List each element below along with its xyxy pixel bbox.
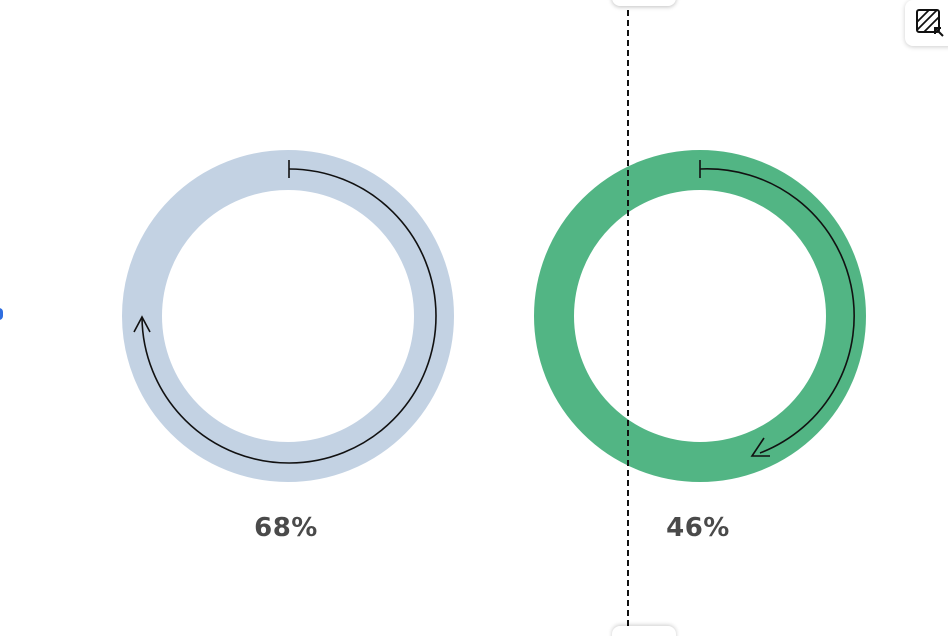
donut-left-ring <box>122 150 454 482</box>
donut-right-percent: 46% <box>666 513 730 543</box>
divider-handle-bottom[interactable] <box>612 626 676 636</box>
donut-right-arrow <box>699 160 855 457</box>
donut-left-percent: 68% <box>254 513 318 543</box>
donut-right <box>534 150 866 482</box>
compare-collapse-icon <box>916 9 944 37</box>
compare-toggle-button[interactable] <box>905 0 948 46</box>
donut-right-ring <box>534 150 866 482</box>
left-edge-indicator <box>0 308 3 320</box>
donut-left <box>122 150 454 482</box>
divider-handle-top[interactable] <box>612 0 676 6</box>
compare-divider[interactable] <box>627 0 629 636</box>
donut-left-arrow <box>133 160 437 464</box>
